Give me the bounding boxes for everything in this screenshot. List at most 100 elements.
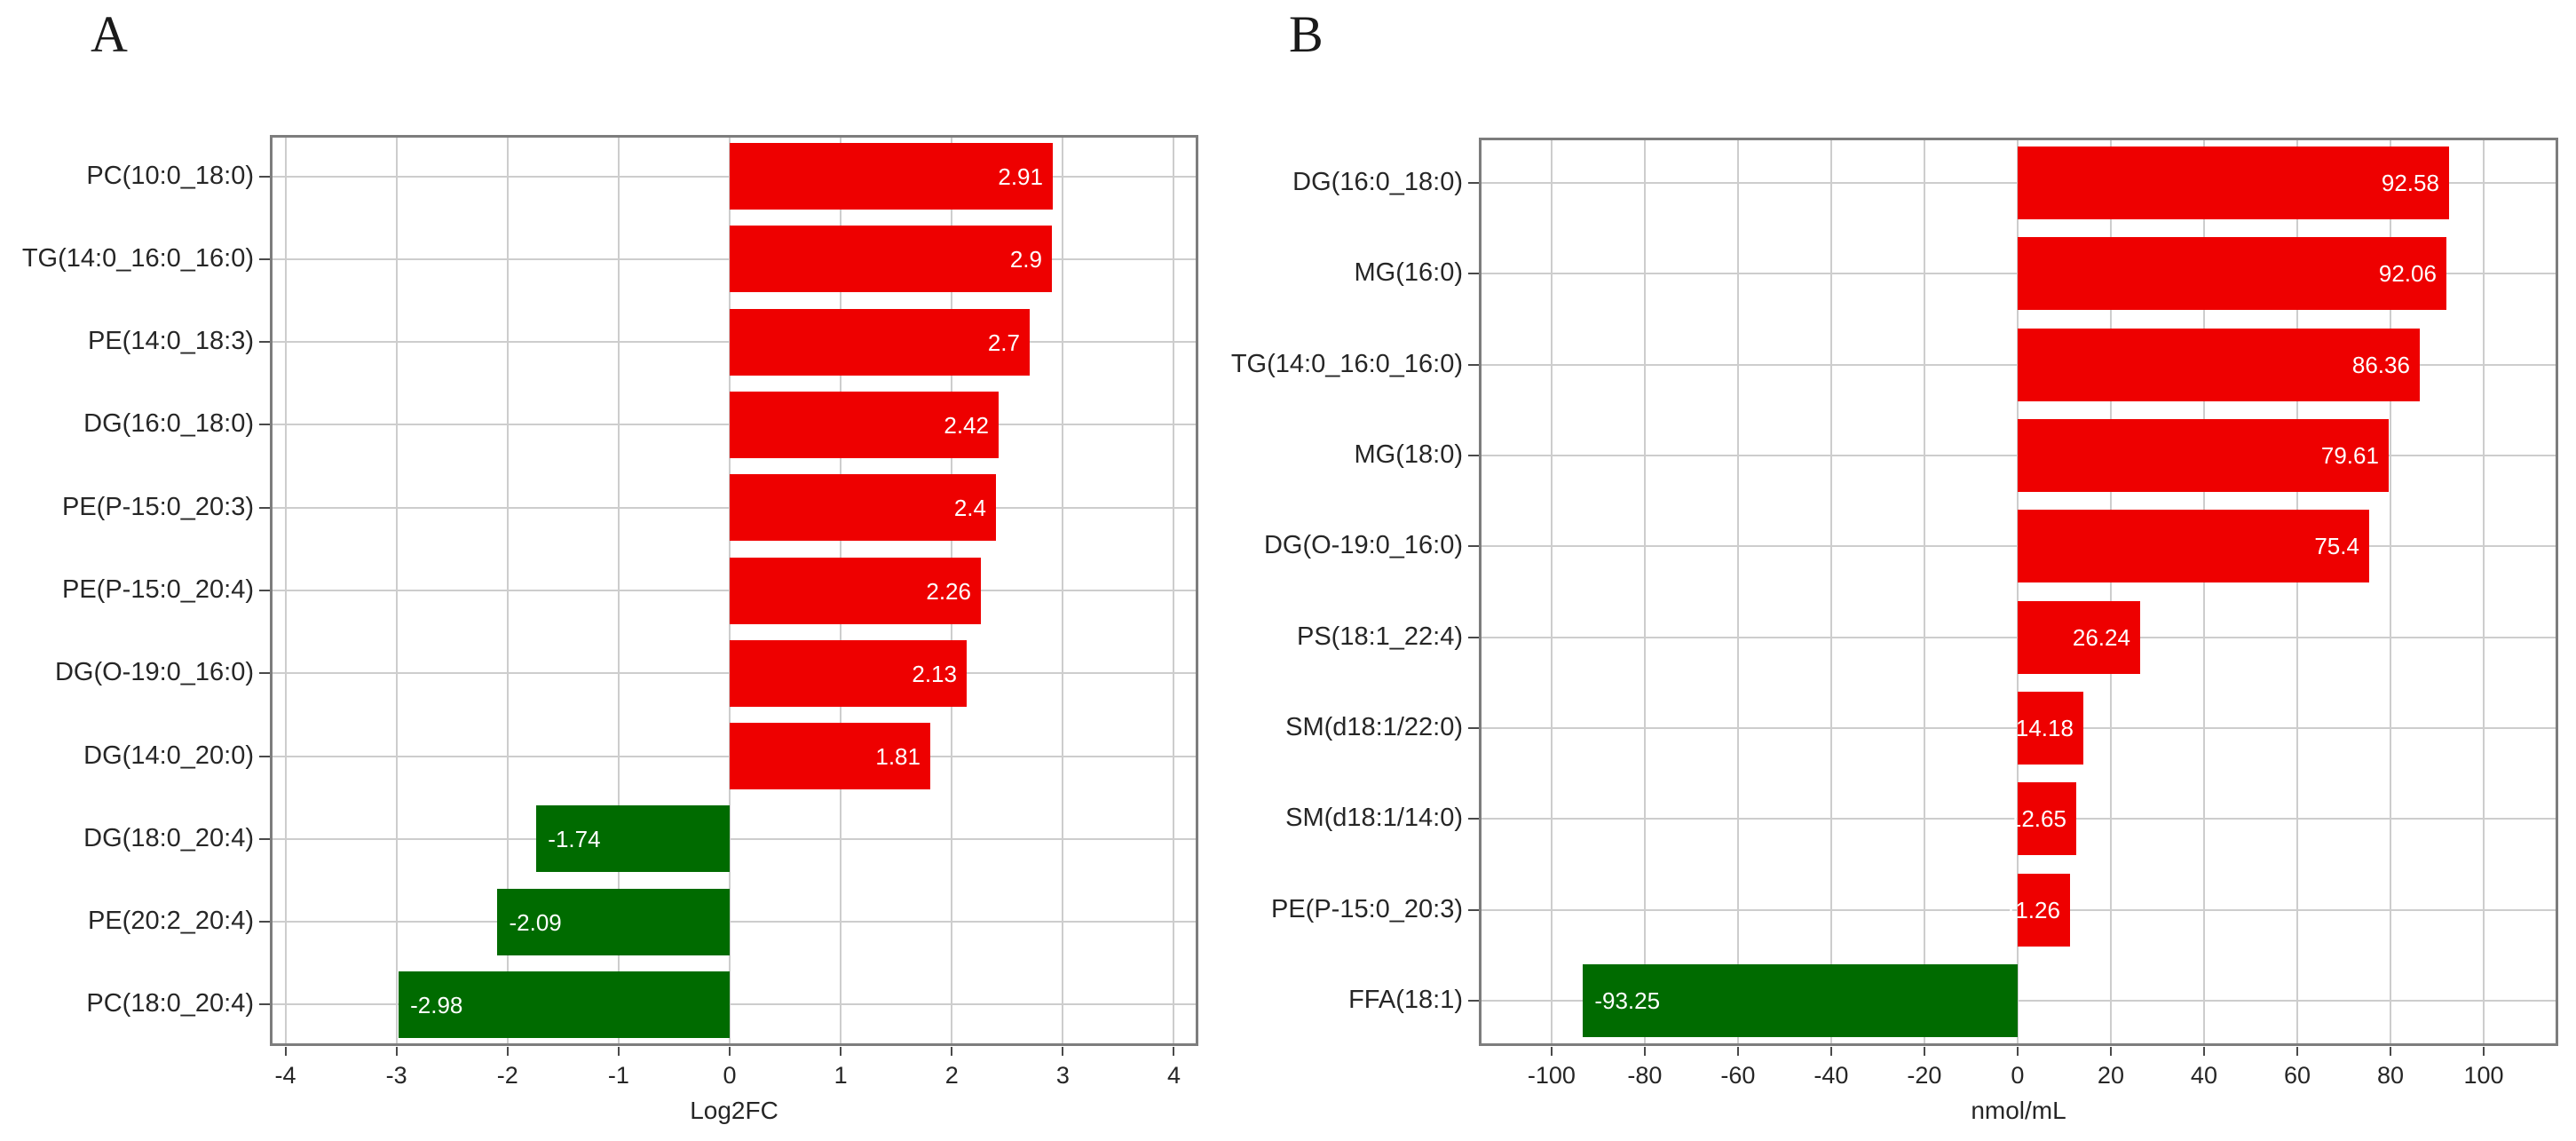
x-tick-label: 4 (1166, 1062, 1181, 1089)
x-tick-label: 20 (2097, 1062, 2124, 1089)
bar: 2.9 (729, 226, 1052, 292)
x-axis-tick (1829, 1047, 1832, 1056)
category-tick (1468, 818, 1479, 820)
panel-b-title: B (1289, 5, 1324, 63)
bar-value-label: 14.18 (2015, 715, 2074, 741)
category-label: PC(18:0_20:4) (86, 989, 254, 1018)
category-tick (259, 506, 270, 509)
bar-value-label: 86.36 (2351, 352, 2410, 378)
x-axis-tick (2109, 1047, 2112, 1056)
bar: 2.4 (729, 474, 996, 541)
bar-value-label: 79.61 (2320, 442, 2379, 469)
x-tick-label: -80 (1627, 1062, 1663, 1089)
bar: 2.26 (729, 558, 981, 624)
x-axis-tick (1736, 1047, 1739, 1056)
category-label: SM(d18:1/22:0) (1285, 712, 1463, 741)
x-tick-label: -100 (1527, 1062, 1576, 1089)
category-tick (259, 672, 270, 675)
x-axis-tick (395, 1047, 398, 1056)
category-label: MG(18:0) (1354, 440, 1463, 470)
bar-value-label: 92.06 (2378, 260, 2437, 287)
bar-value-label: 2.91 (998, 162, 1043, 190)
x-tick-label: 60 (2283, 1062, 2311, 1089)
x-tick-label: 0 (723, 1062, 737, 1089)
category-tick (1468, 182, 1479, 185)
category-label: PE(P-15:0_20:3) (1270, 894, 1463, 923)
x-gridline (2109, 138, 2112, 1046)
bar-value-label: 26.24 (2072, 624, 2130, 651)
x-axis-tick (728, 1047, 731, 1056)
category-label: PE(14:0_18:3) (87, 327, 254, 356)
category-tick (259, 1003, 270, 1006)
x-axis-tick (2295, 1047, 2298, 1056)
x-gridline (1829, 138, 1832, 1046)
bar: 1.81 (729, 723, 930, 789)
category-label: PC(10:0_18:0) (86, 161, 254, 190)
bar: 12.65 (2009, 782, 2076, 855)
category-label: PE(P-15:0_20:3) (61, 492, 254, 521)
category-label: MG(16:0) (1354, 258, 1463, 288)
bar: 75.4 (2017, 510, 2369, 582)
x-tick-label: 1 (834, 1062, 848, 1089)
plot-frame (270, 135, 1198, 1046)
x-axis-tick (1173, 1047, 1175, 1056)
category-tick (1468, 908, 1479, 911)
category-label: DG(18:0_20:4) (83, 823, 254, 852)
x-gridline (2202, 138, 2205, 1046)
category-tick (259, 755, 270, 757)
category-tick (1468, 455, 1479, 457)
x-tick-label: -20 (1907, 1062, 1942, 1089)
x-axis-tick (617, 1047, 620, 1056)
x-axis-tick (2389, 1047, 2391, 1056)
bar: 14.18 (2015, 692, 2083, 765)
x-tick-label: 3 (1055, 1062, 1070, 1089)
category-label: PS(18:1_22:4) (1296, 622, 1463, 651)
bar-value-label: 11.26 (2003, 897, 2060, 923)
bar: -1.74 (536, 805, 731, 872)
category-label: DG(14:0_20:0) (83, 741, 254, 770)
x-tick-label: 80 (2376, 1062, 2404, 1089)
bar-value-label: -1.74 (548, 825, 601, 852)
x-axis-tick (2202, 1047, 2205, 1056)
bar-value-label: 2.9 (1009, 245, 1042, 273)
bar-value-label: -93.25 (1594, 987, 1661, 1014)
x-axis-tick (1923, 1047, 1925, 1056)
category-label: DG(16:0_18:0) (1292, 168, 1463, 197)
x-axis-tick (1550, 1047, 1553, 1056)
x-tick-label: -40 (1813, 1062, 1849, 1089)
category-tick (1468, 636, 1479, 638)
bar: 86.36 (2017, 329, 2420, 401)
category-label: TG(14:0_16:0_16:0) (21, 243, 254, 273)
category-label: DG(16:0_18:0) (83, 409, 254, 439)
category-label: DG(O-19:0_16:0) (1263, 531, 1463, 560)
bar-value-label: 2.7 (987, 329, 1020, 356)
x-gridline (1550, 138, 1553, 1046)
panel-a-title: A (91, 5, 128, 63)
category-label: PE(P-15:0_20:4) (61, 575, 254, 605)
x-gridline (2295, 138, 2298, 1046)
category-tick (1468, 545, 1479, 548)
x-tick-label: -4 (274, 1062, 296, 1089)
category-label: PE(20:2_20:4) (87, 907, 254, 936)
category-tick (259, 341, 270, 344)
bar-value-label: 2.26 (926, 577, 971, 605)
category-label: SM(d18:1/14:0) (1285, 804, 1463, 833)
x-gridline (2482, 138, 2485, 1046)
x-tick-label: -1 (607, 1062, 629, 1089)
x-axis-tick (2482, 1047, 2485, 1056)
category-label: FFA(18:1) (1348, 985, 1463, 1014)
bar: 2.91 (729, 143, 1053, 210)
x-axis-title-nmol-ml: nmol/mL (1971, 1097, 2066, 1124)
x-axis-tick (840, 1047, 842, 1056)
y-gridline (270, 1003, 1198, 1006)
category-tick (1468, 726, 1479, 729)
bar: 2.13 (729, 640, 967, 707)
x-tick-label: 2 (944, 1062, 959, 1089)
x-axis-tick (506, 1047, 509, 1056)
x-gridline (2016, 138, 2019, 1046)
bar-value-label: 2.13 (912, 660, 957, 687)
x-axis-tick (1062, 1047, 1064, 1056)
x-axis-title-log2fc: Log2FC (690, 1097, 778, 1124)
